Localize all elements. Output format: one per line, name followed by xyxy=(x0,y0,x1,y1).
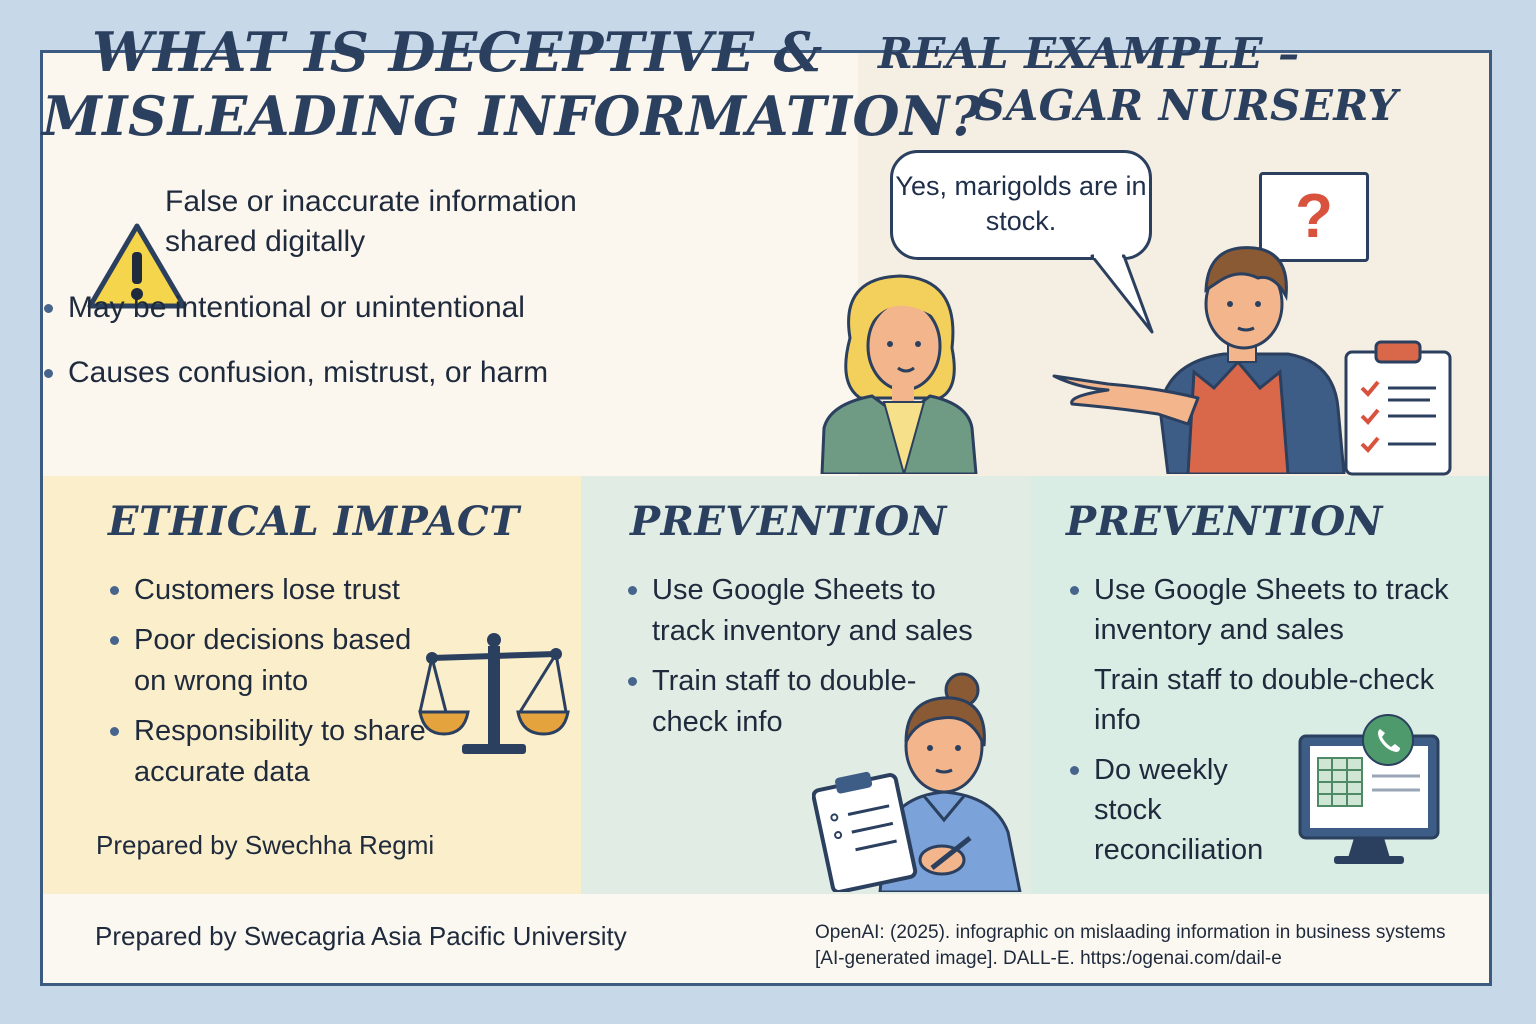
warning-text: False or inaccurate information shared d… xyxy=(165,185,577,258)
list-item: Do weekly stock reconciliation xyxy=(1068,750,1294,870)
main-title-line1: WHAT IS DECEPTIVE & xyxy=(92,20,823,84)
footer-band xyxy=(43,894,1489,983)
woman-customer-illustration xyxy=(820,274,978,474)
list-item: Poor decisions based on wrong into xyxy=(108,620,448,702)
list-item: Use Google Sheets to track inventory and… xyxy=(626,570,986,652)
list-item: Responsibility to share accurate data xyxy=(108,711,448,793)
citation: OpenAI: (2025). infographic on mislaadin… xyxy=(815,922,1446,969)
example-title-line1: REAL EXAMPLE – xyxy=(878,29,1300,78)
what-bullets: May be intentional or unintentional Caus… xyxy=(42,288,548,418)
shopkeeper-illustration xyxy=(1052,246,1346,474)
list-item: Use Google Sheets to track inventory and… xyxy=(1068,570,1468,650)
main-title: WHAT IS DECEPTIVE & MISLEADING INFORMATI… xyxy=(42,20,982,148)
ethical-title: ETHICAL IMPACT xyxy=(108,498,520,545)
prevention-bullets-1: Use Google Sheets to track inventory and… xyxy=(626,570,986,752)
prevention-title-2: PREVENTION xyxy=(1066,498,1383,545)
prevention-items-2: Use Google Sheets to track inventory and… xyxy=(1068,570,1468,880)
warning-icon xyxy=(87,223,187,309)
list-item: May be intentional or unintentional xyxy=(42,288,548,328)
ethical-bullets: Customers lose trust Poor decisions base… xyxy=(108,570,448,802)
speech-bubble-tail xyxy=(1090,252,1154,334)
staff-with-clipboard-illustration xyxy=(812,672,1022,892)
main-title-line2: MISLEADING INFORMATION? xyxy=(42,84,982,148)
list-item: Causes confusion, mistrust, or harm xyxy=(42,353,548,393)
prepared-by-inner: Prepared by Swechha Regmi xyxy=(96,830,435,860)
list-item: Train staff to double-check info xyxy=(1094,664,1435,736)
footer-prepared-by: Prepared by Swecagria Asia Pacific Unive… xyxy=(95,921,627,951)
list-item: Customers lose trust xyxy=(108,570,448,611)
speech-bubble: Yes, marigolds are in stock. xyxy=(890,150,1152,260)
example-title: REAL EXAMPLE – SAGAR NURSERY xyxy=(878,28,1398,132)
example-title-line2: SAGAR NURSERY xyxy=(974,81,1398,130)
phone-badge-icon xyxy=(1362,714,1414,766)
prevention-title-1: PREVENTION xyxy=(630,498,947,545)
question-mark-box: ? xyxy=(1259,172,1369,262)
list-item: Train staff to double-check info xyxy=(626,661,986,743)
scales-icon xyxy=(418,633,570,754)
what-is-panel xyxy=(43,53,858,476)
clipboard-icon xyxy=(1344,340,1452,476)
